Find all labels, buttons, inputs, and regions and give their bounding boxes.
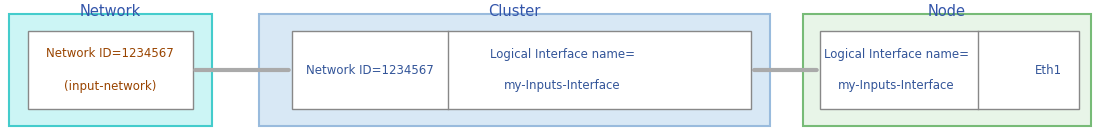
Text: my-Inputs-Interface: my-Inputs-Interface — [504, 79, 620, 92]
FancyBboxPatch shape — [803, 14, 1091, 126]
Text: Logical Interface name=: Logical Interface name= — [824, 48, 969, 61]
Text: Network: Network — [80, 4, 141, 19]
FancyBboxPatch shape — [28, 31, 192, 109]
Text: Node: Node — [928, 4, 966, 19]
FancyBboxPatch shape — [9, 14, 212, 126]
Text: Network ID=1234567: Network ID=1234567 — [306, 64, 433, 76]
FancyBboxPatch shape — [292, 31, 751, 109]
Text: my-Inputs-Interface: my-Inputs-Interface — [838, 79, 955, 92]
Text: Eth1: Eth1 — [1035, 64, 1062, 76]
Text: Network ID=1234567: Network ID=1234567 — [46, 47, 174, 60]
FancyBboxPatch shape — [820, 31, 1079, 109]
Text: Logical Interface name=: Logical Interface name= — [490, 48, 635, 61]
FancyBboxPatch shape — [258, 14, 770, 126]
Text: (input-network): (input-network) — [64, 80, 156, 93]
Text: Cluster: Cluster — [488, 4, 540, 19]
